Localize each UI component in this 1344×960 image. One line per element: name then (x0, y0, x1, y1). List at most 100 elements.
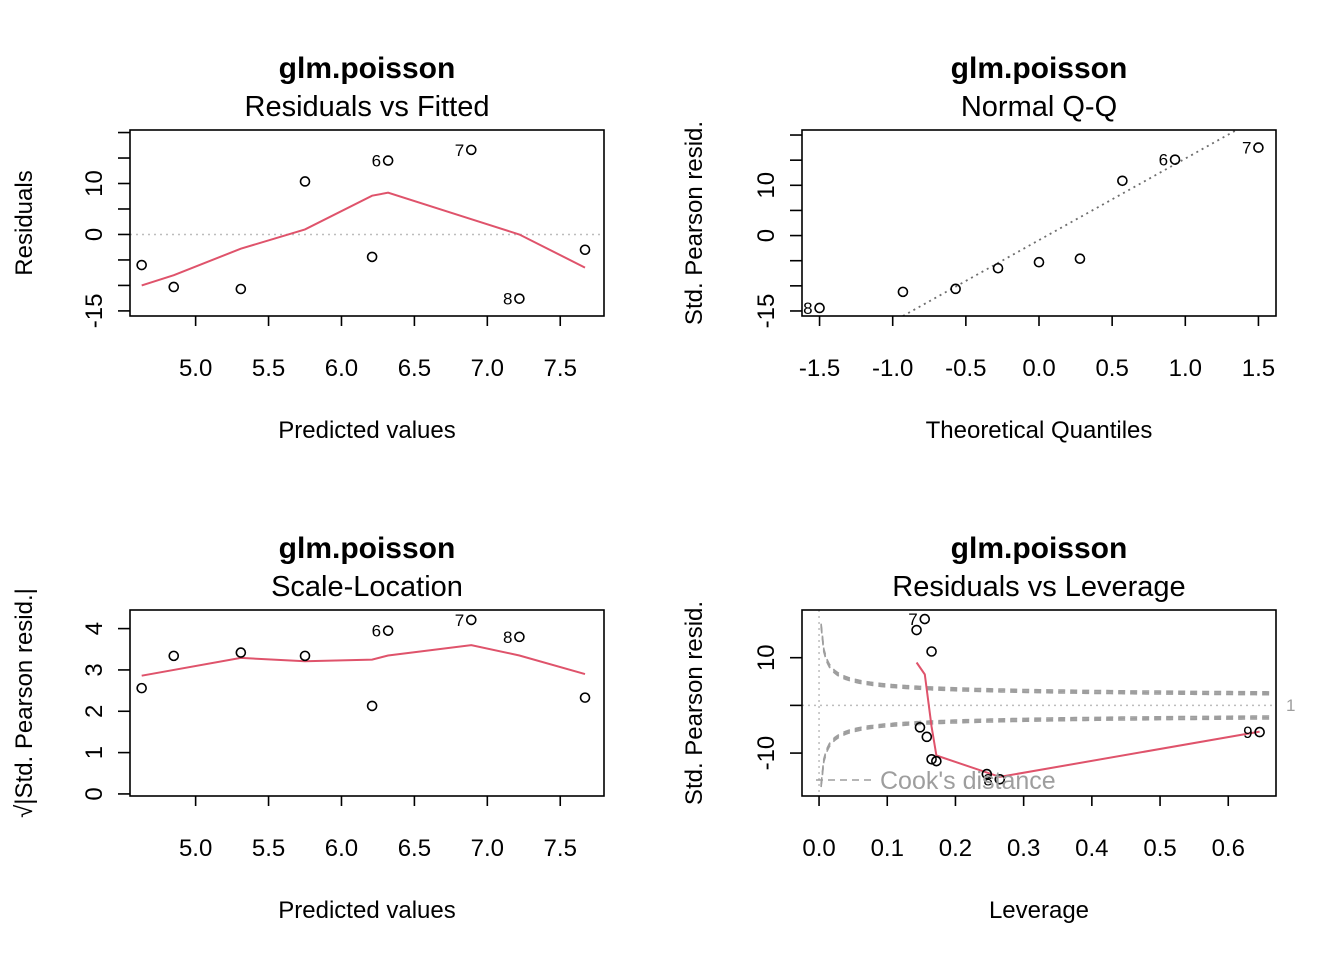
chart-normal-qq-x-tick-label-4: 0.5 (1095, 355, 1128, 382)
chart-normal-qq-x-tick-label-3: 0.0 (1022, 355, 1055, 382)
chart-residuals-vs-fitted-x-tick-label-4: 7.0 (471, 355, 504, 382)
chart-residuals-vs-fitted-x-tick-label-5: 7.5 (544, 355, 577, 382)
chart-residuals-vs-leverage-y-tick-label-0: -10 (753, 736, 780, 771)
chart-normal-qq-point-label-6: 6 (1159, 151, 1168, 170)
chart-residuals-vs-leverage-point-label-9: 9 (1243, 723, 1252, 742)
chart-residuals-vs-fitted-point-label-6: 6 (372, 152, 381, 171)
chart-scale-location-x-tick-label-3: 6.5 (398, 835, 431, 862)
chart-residuals-vs-leverage-point-6 (931, 755, 942, 767)
chart-residuals-vs-fitted-y-tick-label-3: 0 (81, 228, 108, 241)
chart-residuals-vs-leverage-x-tick-label-6: 0.6 (1212, 835, 1245, 862)
chart-scale-location-x-tick-label-2: 6.0 (325, 835, 358, 862)
chart-scale-location-x-tick-label-4: 7.0 (471, 835, 504, 862)
chart-residuals-vs-leverage: glm.poisson Residuals vs Leverage 7 8 9 Cook'… (681, 532, 1295, 924)
chart-normal-qq-point-4 (1033, 256, 1045, 268)
chart-residuals-vs-fitted-y-axis-label: Residuals (11, 170, 38, 275)
chart-scale-location-y-tick-label-4: 4 (81, 622, 108, 635)
chart-residuals-vs-leverage-cook-contour-label: 1 (1286, 696, 1295, 715)
chart-scale-location-point-0 (136, 682, 147, 694)
chart-scale-location-point-7 (514, 631, 525, 643)
chart-scale-location-y-tick-label-2: 2 (81, 705, 108, 718)
chart-normal-qq-point-label-7: 7 (1242, 139, 1251, 158)
chart-residuals-vs-leverage-title: glm.poisson (951, 532, 1128, 565)
chart-scale-location-point-5 (382, 625, 394, 636)
chart-normal-qq-plot-frame (801, 129, 1277, 317)
chart-scale-location-point-2 (235, 647, 247, 658)
chart-residuals-vs-leverage-x-tick-label-3: 0.3 (1007, 835, 1040, 862)
chart-normal-qq-point-5 (1074, 253, 1086, 264)
chart-scale-location-x-tick-label-5: 7.5 (544, 835, 577, 862)
chart-residuals-vs-fitted-smoother-line (141, 191, 586, 287)
chart-residuals-vs-fitted-x-axis-label: Predicted values (278, 417, 455, 444)
chart-scale-location-x-tick-label-1: 5.5 (252, 835, 285, 862)
chart-normal-qq-x-tick-label-2: -0.5 (945, 355, 986, 382)
chart-residuals-vs-leverage-plot-frame (801, 609, 1277, 797)
chart-residuals-vs-fitted-point-3 (299, 176, 311, 187)
chart-residuals-vs-leverage-cook-contour-upper-0 (820, 626, 1275, 696)
chart-normal-qq-x-tick-label-5: 1.0 (1169, 355, 1202, 382)
chart-residuals-vs-fitted-x-tick-label-1: 5.5 (252, 355, 285, 382)
chart-residuals-vs-fitted-subtitle: Residuals vs Fitted (245, 91, 490, 123)
chart-residuals-vs-leverage-y-tick-label-2: 10 (753, 644, 780, 671)
chart-normal-qq-x-tick-label-6: 1.5 (1242, 355, 1275, 382)
chart-residuals-vs-leverage-point-label-8: 8 (983, 770, 992, 789)
chart-scale-location-plot-frame (129, 609, 605, 797)
chart-residuals-vs-fitted-x-tick-label-3: 6.5 (398, 355, 431, 382)
chart-scale-location-point-8 (579, 692, 591, 703)
chart-normal-qq-y-tick-label-0: -15 (753, 294, 780, 329)
chart-normal-qq-x-tick-label-0: -1.5 (799, 355, 840, 382)
chart-residuals-vs-leverage-point-3 (914, 722, 926, 733)
chart-scale-location-point-label-8: 8 (503, 628, 512, 647)
chart-residuals-vs-fitted-plot-frame (129, 129, 605, 317)
chart-residuals-vs-leverage-cook-contour-lower-1 (820, 716, 1275, 786)
chart-residuals-vs-fitted-x-tick-label-2: 6.0 (325, 355, 358, 382)
chart-residuals-vs-leverage-smoother-line (915, 661, 1260, 778)
chart-scale-location-y-tick-label-3: 3 (81, 663, 108, 676)
chart-residuals-vs-leverage-cook-contour-lower-2 (820, 718, 1274, 788)
chart-residuals-vs-leverage-point-1 (919, 613, 931, 625)
chart-normal-qq: glm.poisson Normal Q-Q 8 6 7 -1.5 -1.0 -0.5 0.0 0… (681, 52, 1277, 444)
chart-residuals-vs-leverage-point-label-7: 7 (908, 610, 917, 629)
chart-scale-location-point-3 (299, 650, 311, 662)
chart-residuals-vs-fitted-point-0 (136, 259, 147, 271)
chart-residuals-vs-leverage-cook-contour-upper-2 (820, 623, 1274, 693)
chart-scale-location-y-axis-label: √|Std. Pearson resid.| (11, 588, 38, 818)
chart-normal-qq-title: glm.poisson (951, 52, 1128, 85)
chart-residuals-vs-leverage-point-0 (911, 624, 922, 636)
chart-residuals-vs-fitted-point-label-8: 8 (503, 290, 512, 309)
chart-normal-qq-y-axis-label: Std. Pearson resid. (681, 121, 708, 325)
chart-scale-location-y-tick-label-0: 0 (81, 787, 108, 800)
chart-scale-location-point-label-6: 6 (372, 622, 381, 641)
chart-residuals-vs-leverage-legend-text: Cook's distance (880, 767, 1056, 795)
chart-residuals-vs-leverage-x-tick-label-5: 0.5 (1143, 835, 1176, 862)
chart-scale-location-y-tick-label-1: 1 (81, 746, 108, 759)
chart-residuals-vs-leverage-x-tick-label-4: 0.4 (1075, 835, 1108, 862)
chart-residuals-vs-fitted: glm.poisson Residuals vs Fitted 6 7 8 5.0 5.5 6… (11, 52, 605, 444)
chart-scale-location: glm.poisson Scale-Location 6 7 8 5.0 5.5 6.0 6.5… (11, 532, 605, 924)
chart-residuals-vs-fitted-point-7 (514, 293, 525, 304)
chart-residuals-vs-leverage-x-tick-label-2: 0.2 (939, 835, 972, 862)
chart-normal-qq-point-1 (897, 286, 909, 298)
chart-residuals-vs-fitted-plot-area (130, 144, 604, 304)
chart-residuals-vs-leverage-point-7 (981, 768, 993, 780)
chart-scale-location-point-label-7: 7 (455, 611, 464, 630)
chart-normal-qq-point-6 (1117, 175, 1128, 187)
chart-residuals-vs-leverage-y-axis-label: Std. Pearson resid. (681, 601, 708, 805)
chart-residuals-vs-fitted-point-8 (579, 244, 591, 256)
chart-residuals-vs-fitted-title: glm.poisson (279, 52, 456, 85)
chart-normal-qq-point-label-8: 8 (803, 299, 812, 318)
chart-normal-qq-x-axis-label: Theoretical Quantiles (926, 417, 1153, 444)
chart-scale-location-point-4 (366, 700, 378, 712)
chart-residuals-vs-leverage-x-tick-label-1: 0.1 (871, 835, 904, 862)
chart-residuals-vs-leverage-cook-contour-upper-1 (820, 625, 1274, 695)
chart-residuals-vs-fitted-y-tick-label-0: -15 (81, 294, 108, 329)
chart-residuals-vs-leverage-point-8 (994, 774, 1006, 785)
chart-residuals-vs-leverage-point-5 (926, 753, 937, 765)
chart-normal-qq-plot-area (814, 130, 1264, 316)
chart-normal-qq-point-7 (1169, 154, 1181, 165)
chart-scale-location-subtitle: Scale-Location (271, 571, 463, 603)
chart-normal-qq-point-8 (1253, 142, 1264, 153)
chart-normal-qq-x-tick-label-1: -1.0 (872, 355, 913, 382)
chart-residuals-vs-fitted-point-label-7: 7 (455, 141, 464, 160)
